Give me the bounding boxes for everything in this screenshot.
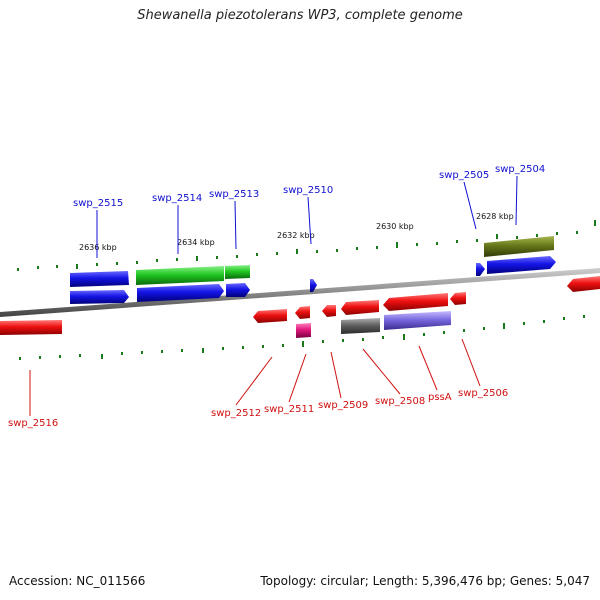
gene-swp-2515[interactable] — [70, 290, 129, 304]
upper-ruler — [17, 220, 596, 271]
gene-swp-2514[interactable] — [137, 284, 224, 302]
gene-label-swp-2511: swp_2511 — [264, 404, 314, 415]
gene-swp-2511[interactable] — [295, 306, 310, 319]
gene-swp-2512[interactable] — [253, 309, 287, 323]
gene-swp-2508[interactable] — [341, 300, 379, 315]
gene-label-swp-2515: swp_2515 — [73, 198, 123, 209]
kbp-label: 2628 kbp — [476, 212, 514, 221]
kbp-label: 2632 kbp — [277, 231, 315, 240]
gene-swp-2509[interactable] — [322, 305, 336, 317]
kbp-label: 2634 kbp — [177, 238, 215, 247]
gene-swp-2504[interactable] — [487, 256, 556, 274]
violet-feature-pssA[interactable] — [384, 311, 451, 330]
olive-feature-2504[interactable] — [484, 236, 554, 257]
gene-label-swp-2506: swp_2506 — [458, 388, 508, 399]
genome-summary-text: Topology: circular; Length: 5,396,476 bp… — [260, 574, 590, 588]
grey-feature-2508[interactable] — [341, 318, 380, 334]
gene-swp-2515-upper[interactable] — [70, 271, 129, 287]
gene-swp-2516[interactable] — [0, 320, 62, 335]
lower-ruler — [19, 315, 585, 360]
forward-leader-lines — [96, 175, 518, 258]
gene-label-swp-2513: swp_2513 — [209, 189, 259, 200]
gene-swp-2505[interactable] — [476, 263, 485, 276]
gene-swp-2513[interactable] — [226, 283, 250, 297]
accession-text: Accession: NC_011566 — [9, 574, 146, 588]
map-title: Shewanella piezotolerans WP3, complete g… — [137, 8, 463, 23]
gene-right-edge[interactable] — [567, 276, 600, 292]
genome-backbone — [0, 268, 600, 317]
gene-label-swp-2516: swp_2516 — [8, 418, 58, 429]
gene-label-swp-2510: swp_2510 — [283, 185, 333, 196]
gene-swp-2506[interactable] — [450, 292, 466, 305]
gene-label-swp-2504: swp_2504 — [495, 164, 545, 175]
gene-label-pssA: pssA — [428, 392, 452, 403]
kbp-label: 2630 kbp — [376, 222, 414, 231]
kbp-label: 2636 kbp — [79, 243, 117, 252]
reverse-features — [0, 276, 600, 335]
gene-pssA[interactable] — [383, 293, 448, 311]
gene-swp-2510[interactable] — [310, 279, 317, 292]
rrna-feature-2513[interactable] — [225, 265, 250, 279]
trna-feature-2511[interactable] — [296, 323, 311, 338]
gene-label-swp-2512: swp_2512 — [211, 408, 261, 419]
gene-label-swp-2509: swp_2509 — [318, 400, 368, 411]
rrna-feature-2514[interactable] — [136, 266, 224, 285]
gene-label-swp-2514: swp_2514 — [152, 193, 202, 204]
gene-label-swp-2505: swp_2505 — [439, 170, 489, 181]
forward-features — [70, 256, 556, 304]
gene-label-swp-2508: swp_2508 — [375, 396, 425, 407]
reverse-leader-lines — [29, 338, 481, 416]
